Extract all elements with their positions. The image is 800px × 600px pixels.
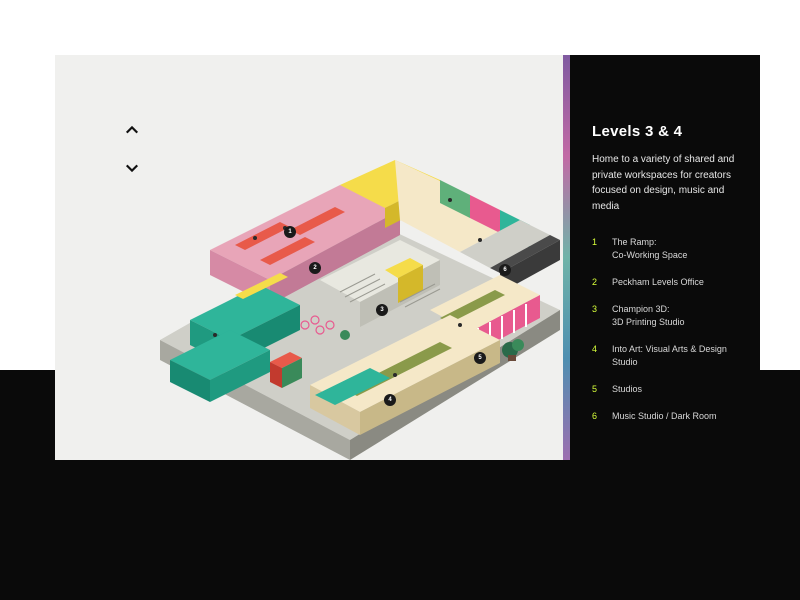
stage: 1 2 3 4 5 6 Levels 3 & 4 Home to a varie…	[0, 0, 800, 600]
legend-number: 1	[592, 236, 600, 262]
legend-item[interactable]: 3 Champion 3D:3D Printing Studio	[592, 303, 742, 329]
legend-number: 2	[592, 276, 600, 289]
legend-number: 6	[592, 410, 600, 423]
floorplan-svg: 1 2 3 4 5 6	[140, 140, 570, 470]
marker-6[interactable]: 6	[499, 264, 511, 276]
marker-2[interactable]: 2	[309, 262, 321, 274]
legend-number: 3	[592, 303, 600, 329]
legend-label: Into Art: Visual Arts & Design Studio	[612, 343, 742, 369]
marker-5[interactable]: 5	[474, 352, 486, 364]
legend-item[interactable]: 1 The Ramp:Co-Working Space	[592, 236, 742, 262]
marker-3[interactable]: 3	[376, 304, 388, 316]
legend-number: 5	[592, 383, 600, 396]
info-side-panel: Levels 3 & 4 Home to a variety of shared…	[570, 55, 760, 460]
legend-label: Music Studio / Dark Room	[612, 410, 717, 423]
legend-item[interactable]: 6 Music Studio / Dark Room	[592, 410, 742, 423]
legend-item[interactable]: 2 Peckham Levels Office	[592, 276, 742, 289]
side-color-strip	[563, 55, 570, 460]
level-title: Levels 3 & 4	[592, 123, 742, 140]
floorplan-panel: 1 2 3 4 5 6	[55, 55, 565, 460]
legend-item[interactable]: 4 Into Art: Visual Arts & Design Studio	[592, 343, 742, 369]
marker-1[interactable]: 1	[284, 226, 296, 238]
chevron-up-icon	[125, 123, 139, 137]
chevron-down-icon	[125, 161, 139, 175]
legend-item[interactable]: 5 Studios	[592, 383, 742, 396]
legend-label: The Ramp:Co-Working Space	[612, 236, 687, 262]
legend-label: Champion 3D:3D Printing Studio	[612, 303, 685, 329]
legend-label: Peckham Levels Office	[612, 276, 704, 289]
legend-number: 4	[592, 343, 600, 369]
level-description: Home to a variety of shared and private …	[592, 152, 742, 214]
isometric-floorplan: 1 2 3 4 5 6	[140, 140, 570, 470]
marker-4[interactable]: 4	[384, 394, 396, 406]
legend-list: 1 The Ramp:Co-Working Space 2 Peckham Level…	[592, 236, 742, 423]
legend-label: Studios	[612, 383, 642, 396]
